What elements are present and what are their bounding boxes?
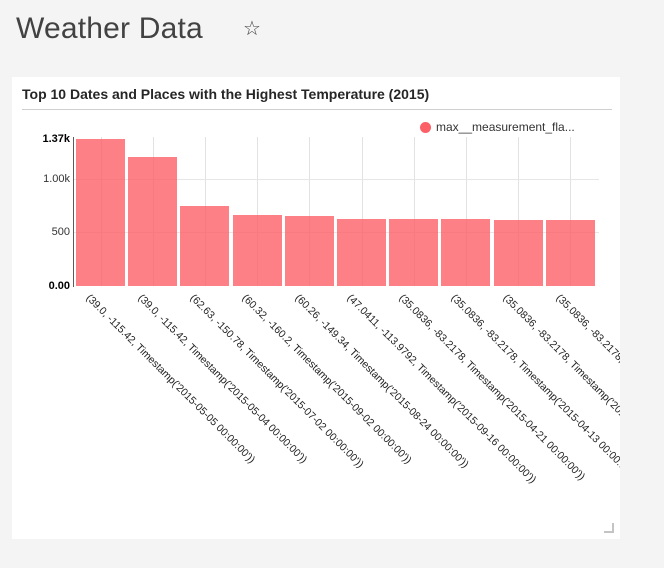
x-gridline bbox=[309, 137, 311, 286]
title-divider bbox=[22, 109, 612, 110]
bar[interactable] bbox=[441, 219, 491, 286]
y-gridline bbox=[73, 232, 599, 234]
x-gridline bbox=[465, 137, 467, 286]
bar[interactable] bbox=[545, 220, 595, 286]
x-axis-category-label: (47.0411, -113.9792, Timestamp('2015-09-… bbox=[344, 292, 539, 486]
chart-card: Top 10 Dates and Places with the Highest… bbox=[12, 77, 620, 539]
bar[interactable] bbox=[337, 219, 386, 286]
x-axis-category-label: (60.26, -149.34, Timestamp('2015-08-24 0… bbox=[292, 292, 471, 471]
y-axis-tick-label: 500 bbox=[51, 226, 70, 239]
y-axis-tick-label: 0.00 bbox=[48, 280, 70, 292]
bar[interactable] bbox=[284, 216, 334, 286]
chart-title: Top 10 Dates and Places with the Highest… bbox=[22, 86, 430, 102]
bar[interactable] bbox=[232, 215, 282, 286]
bar[interactable] bbox=[128, 157, 178, 286]
legend-marker-icon bbox=[420, 121, 431, 133]
y-axis-tick-label: 1.00k bbox=[43, 172, 70, 185]
bar[interactable] bbox=[76, 139, 125, 286]
x-axis-category-label: (62.63, -150.78, Timestamp('2015-07-02 0… bbox=[187, 292, 367, 471]
legend-item[interactable]: max__measurement_fla... bbox=[420, 120, 575, 134]
bar[interactable] bbox=[389, 219, 439, 286]
bar-chart-plot-area: 1.37k 1.00k 500 0.00 (39.0, -115.42, Timesta… bbox=[12, 77, 620, 539]
x-gridline bbox=[361, 137, 363, 286]
y-axis-tick-label: 1.37k bbox=[42, 133, 70, 145]
bar[interactable] bbox=[493, 220, 543, 286]
x-gridline bbox=[257, 137, 259, 286]
x-gridline bbox=[413, 137, 415, 286]
x-axis-category-label: (35.0836, -83.2178, Timestamp('2015-04-2… bbox=[396, 292, 588, 483]
y-axis-line bbox=[73, 137, 74, 287]
x-gridline bbox=[570, 137, 572, 286]
x-gridline bbox=[518, 137, 520, 286]
legend-label: max__measurement_fla... bbox=[436, 120, 575, 134]
y-gridline bbox=[73, 178, 599, 180]
card-resize-handle[interactable] bbox=[604, 523, 614, 533]
bar[interactable] bbox=[180, 206, 230, 286]
page-title: Weather Data bbox=[16, 12, 203, 45]
favorite-star-icon[interactable]: ☆ bbox=[243, 18, 261, 40]
